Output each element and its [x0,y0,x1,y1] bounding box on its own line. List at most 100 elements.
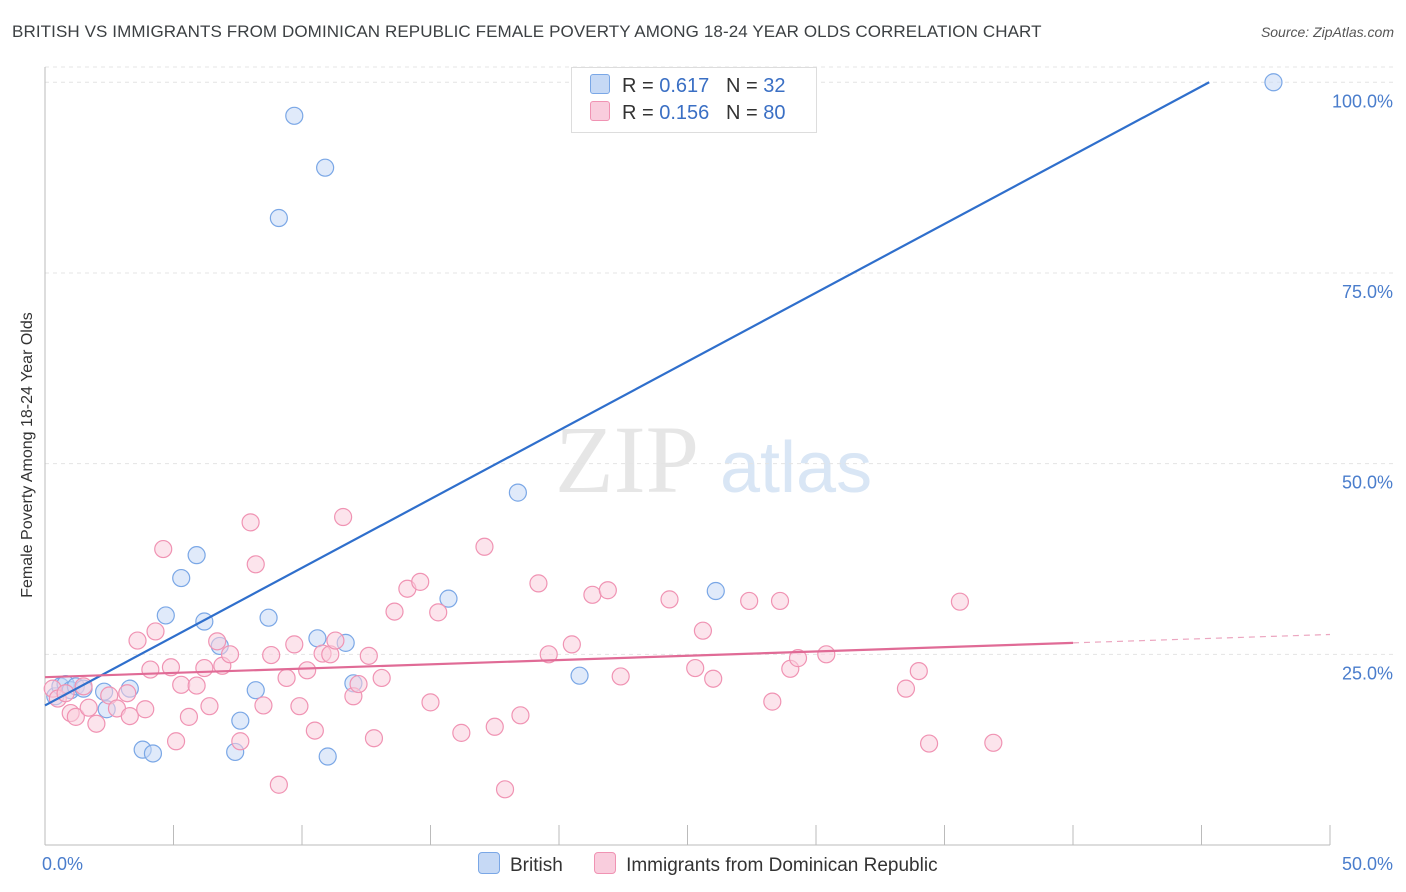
british-point [318,747,337,766]
dominican-point [485,717,504,736]
dominican-point [154,539,173,559]
legend-item-british: British [478,852,563,877]
y-tick-label: 100.0% [1332,91,1393,111]
british-point [316,158,335,177]
dominican-point [429,603,448,622]
dominican-point [87,714,106,733]
dominican-point [372,668,391,688]
british-point [706,581,725,601]
dominican-swatch-icon [590,101,610,121]
dominican-point [984,733,1003,752]
british-trend-line [44,81,1210,707]
british-point [246,681,265,700]
dominican-point [562,635,581,654]
dominican-point [285,635,304,654]
dominican-point [611,667,630,686]
dominican-point [172,675,191,694]
watermark-zip: ZIP [555,406,699,513]
data-points [43,73,1283,799]
dominican-point [740,591,759,611]
dominican-point [385,602,404,621]
dominican-n-value: 80 [763,102,786,124]
dominican-point [475,537,494,556]
dominican-point [231,732,250,751]
dominican-point [334,507,353,527]
british-point [308,629,327,648]
dominican-point [141,660,160,679]
y-tick-label: 25.0% [1342,663,1393,683]
dominican-point [262,645,281,665]
dominican-point [364,729,384,748]
dominican-point [120,706,139,726]
british-point [195,612,214,631]
dominican-point [79,698,98,717]
y-tick-label: 75.0% [1342,282,1393,302]
british-point [143,744,163,763]
dominican-point [326,631,345,650]
dominican-point [200,697,219,716]
chart-title: BRITISH VS IMMIGRANTS FROM DOMINICAN REP… [12,22,1042,41]
dominican-point [763,692,782,711]
legend-label-british: British [510,855,563,876]
british-point [439,589,458,608]
dominican-point [146,622,165,641]
y-tick-label: 50.0% [1342,473,1393,493]
dominican-point [421,693,440,712]
dominican-point [136,700,155,719]
dominican-point [686,658,705,678]
dominican-point [179,707,199,726]
british-n-label: N = [725,75,764,97]
stats-legend: R = 0.617 N = 32 R = 0.156 N = 80 [571,67,817,133]
dominican-point [704,669,723,688]
dominican-point [195,658,214,678]
watermark-atlas: atlas [720,428,872,508]
dominican-point [269,775,288,794]
british-point [259,608,278,627]
stats-row-british: R = 0.617 N = 32 [590,74,785,98]
axes [44,67,1331,846]
dominican-r-value: 0.156 [659,102,710,124]
trend-lines [44,81,1331,707]
british-r-label: R = [622,75,660,97]
dominican-point [349,674,368,694]
source-label: Source: ZipAtlas.com [1260,24,1394,40]
dominican-point [660,590,679,609]
dominican-point [246,555,265,574]
dominican-point [290,697,309,716]
legend-label-dominican: Immigrants from Dominican Republic [626,855,938,876]
dominican-point [896,679,916,698]
dominican-point [909,661,928,681]
dominican-point [495,780,515,799]
dominican-point [277,668,296,688]
dominican-point [693,621,713,640]
legend-item-dominican: Immigrants from Dominican Republic [594,852,938,877]
dominican-point [411,572,430,591]
dominican-point [817,645,836,664]
british-point [1264,73,1283,92]
dominican-point [788,649,808,668]
tick-labels: 25.0% 50.0% 75.0% 100.0% 0.0% 50.0% [42,91,1393,874]
dominican-point [305,721,324,740]
dominican-point [161,658,181,677]
dominican-point [529,574,548,593]
dominican-r-label: R = [622,102,660,124]
dominican-trend-line [44,641,1074,679]
dominican-point [770,591,790,611]
british-r-value: 0.617 [659,75,710,97]
british-point [231,711,250,730]
british-point [570,666,589,685]
dominican-point [583,585,602,604]
dominican-point [298,661,317,680]
dominican-point [950,592,970,611]
british-swatch-icon [590,74,610,94]
x-tick-label-max: 50.0% [1342,854,1393,874]
british-point [508,483,527,502]
stats-row-dominican: R = 0.156 N = 80 [590,101,785,125]
dominican-point [208,632,227,651]
dominican-point [598,581,617,600]
british-point [172,568,191,588]
british-point [285,106,304,125]
dominican-point [66,707,85,726]
dominican-point [919,734,939,753]
dominican-point [359,646,378,665]
